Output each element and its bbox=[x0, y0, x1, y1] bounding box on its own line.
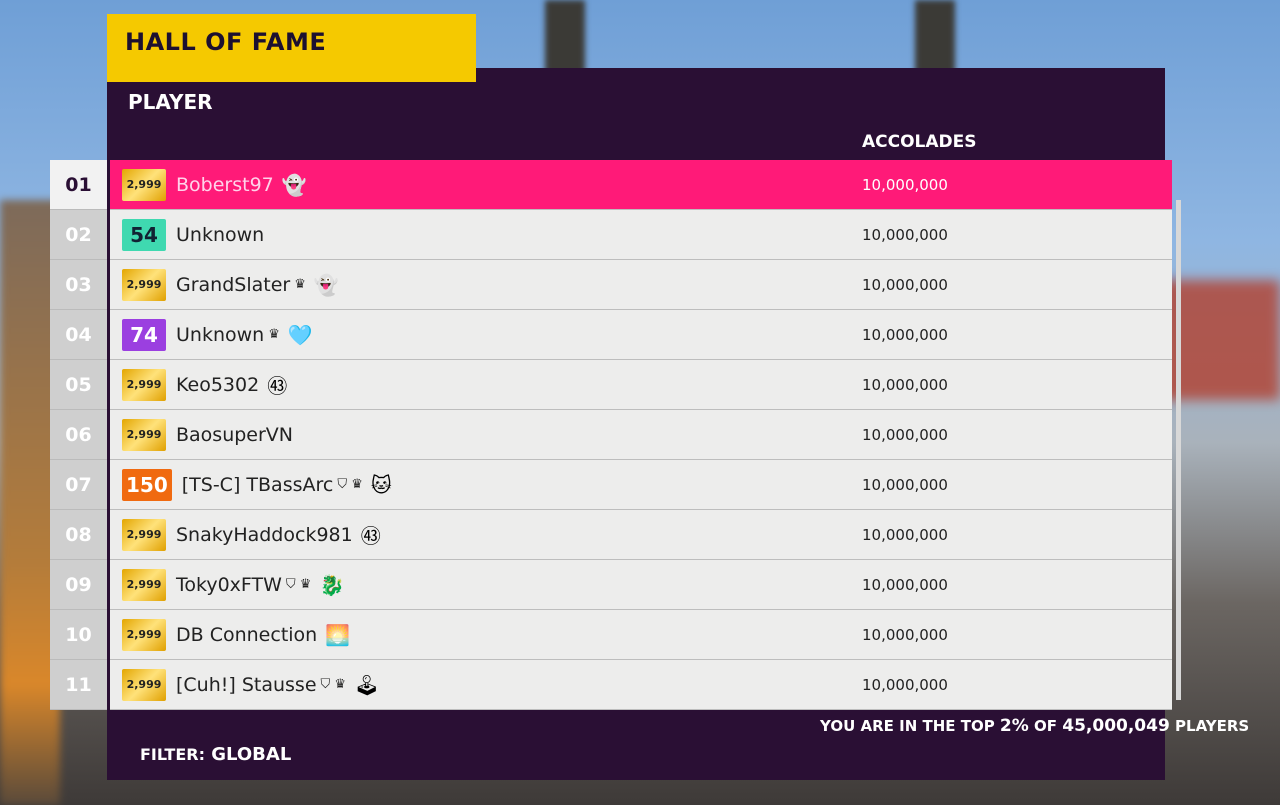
player-name: BaosuperVN bbox=[176, 423, 294, 446]
forza-43-icon: ㊸ bbox=[360, 524, 381, 548]
accolades-score: 10,000,000 bbox=[862, 175, 948, 194]
rank-column: 01 02 03 04 05 06 07 08 09 10 11 bbox=[50, 160, 107, 710]
accolades-score: 10,000,000 bbox=[862, 375, 948, 394]
joystick-icon: 🕹 bbox=[354, 672, 380, 697]
club-crown-icon: ♛ bbox=[294, 277, 306, 292]
player-name: SnakyHaddock981 bbox=[176, 523, 353, 546]
table-row[interactable]: 150 [TS-C] TBassArc ⛉ ♛ 🐱 10,000,000 bbox=[110, 460, 1172, 510]
accolades-score: 10,000,000 bbox=[862, 425, 948, 444]
table-row[interactable]: 2,999 Toky0xFTW ⛉ ♛ 🐉 10,000,000 bbox=[110, 560, 1172, 610]
ghost-icon: 👻 bbox=[281, 172, 307, 197]
table-row[interactable]: 2,999 DB Connection 🌅 10,000,000 bbox=[110, 610, 1172, 660]
level-badge: 74 bbox=[122, 318, 166, 351]
player-name: [Cuh!] Stausse bbox=[176, 673, 317, 696]
level-badge: 2,999 bbox=[122, 618, 166, 651]
leaderboard-list: 2,999 Boberst97 👻 10,000,000 54 Unknown 1… bbox=[110, 160, 1172, 710]
rank-number: 03 bbox=[50, 260, 107, 310]
club-crown-icon: ⛉ ♛ bbox=[285, 577, 312, 592]
sunset-icon: 🌅 bbox=[325, 622, 351, 647]
accolades-score: 10,000,000 bbox=[862, 525, 948, 544]
player-name: Unknown bbox=[176, 223, 265, 246]
rank-number: 10 bbox=[50, 610, 107, 660]
level-badge: 2,999 bbox=[122, 418, 166, 451]
level-badge: 2,999 bbox=[122, 268, 166, 301]
accolades-score: 10,000,000 bbox=[862, 275, 948, 294]
accolades-score: 10,000,000 bbox=[862, 475, 948, 494]
accolades-score: 10,000,000 bbox=[862, 225, 948, 244]
table-row[interactable]: 2,999 Keo5302 ㊸ 10,000,000 bbox=[110, 360, 1172, 410]
level-badge: 54 bbox=[122, 218, 166, 251]
table-row[interactable]: 74 Unknown ♛ 🩵 10,000,000 bbox=[110, 310, 1172, 360]
rank-number: 09 bbox=[50, 560, 107, 610]
filter-value: GLOBAL bbox=[211, 744, 292, 765]
level-badge: 2,999 bbox=[122, 518, 166, 551]
table-row[interactable]: 2,999 GrandSlater ♛ 👻 10,000,000 bbox=[110, 260, 1172, 310]
rank-number: 02 bbox=[50, 210, 107, 260]
cat-icon: 🐱 bbox=[370, 472, 392, 497]
column-header-player: PLAYER bbox=[128, 90, 213, 114]
level-badge: 150 bbox=[122, 468, 172, 501]
accolades-score: 10,000,000 bbox=[862, 625, 948, 644]
table-row[interactable]: 54 Unknown 10,000,000 bbox=[110, 210, 1172, 260]
summary-prefix: YOU ARE IN THE TOP bbox=[820, 717, 1000, 735]
rank-number: 05 bbox=[50, 360, 107, 410]
table-row[interactable]: 2,999 BaosuperVN 10,000,000 bbox=[110, 410, 1172, 460]
rank-number: 01 bbox=[50, 160, 107, 210]
rank-number: 11 bbox=[50, 660, 107, 710]
accolades-score: 10,000,000 bbox=[862, 325, 948, 344]
filter-label: FILTER: bbox=[140, 745, 205, 764]
player-name: GrandSlater bbox=[176, 273, 291, 296]
column-header-accolades: ACCOLADES bbox=[862, 132, 977, 152]
club-crown-icon: ⛉ ♛ bbox=[337, 477, 363, 492]
player-name: Keo5302 bbox=[176, 373, 260, 396]
heart-icon: 🩵 bbox=[287, 322, 313, 347]
player-name: [TS-C] TBassArc bbox=[181, 473, 334, 496]
top-percent: 2% bbox=[999, 716, 1029, 736]
forza-43-icon: ㊸ bbox=[267, 374, 288, 398]
page-title: HALL OF FAME bbox=[107, 14, 476, 82]
rank-number: 04 bbox=[50, 310, 107, 360]
accolades-score: 10,000,000 bbox=[862, 575, 948, 594]
rank-number: 08 bbox=[50, 510, 107, 560]
club-crown-icon: ⛉ ♛ bbox=[320, 677, 347, 692]
table-row[interactable]: 2,999 SnakyHaddock981 ㊸ 10,000,000 bbox=[110, 510, 1172, 560]
ghost-icon: 👻 bbox=[313, 272, 339, 297]
table-row[interactable]: 2,999 Boberst97 👻 10,000,000 bbox=[110, 160, 1172, 210]
player-name: Unknown bbox=[176, 323, 265, 346]
player-name: Boberst97 bbox=[176, 173, 274, 196]
level-badge: 2,999 bbox=[122, 168, 166, 201]
ranking-summary: YOU ARE IN THE TOP 2% OF 45,000,049 PLAY… bbox=[820, 716, 1249, 736]
scrollbar[interactable] bbox=[1176, 200, 1181, 700]
rank-number: 07 bbox=[50, 460, 107, 510]
rank-number: 06 bbox=[50, 410, 107, 460]
level-badge: 2,999 bbox=[122, 568, 166, 601]
accolades-score: 10,000,000 bbox=[862, 675, 948, 694]
table-row[interactable]: 2,999 [Cuh!] Stausse ⛉ ♛ 🕹 10,000,000 bbox=[110, 660, 1172, 710]
club-crown-icon: ♛ bbox=[268, 327, 280, 342]
filter-button[interactable]: FILTER: GLOBAL bbox=[140, 744, 291, 765]
total-players: 45,000,049 bbox=[1062, 716, 1170, 736]
player-name: Toky0xFTW bbox=[176, 573, 282, 596]
level-badge: 2,999 bbox=[122, 368, 166, 401]
level-badge: 2,999 bbox=[122, 668, 166, 701]
player-name: DB Connection bbox=[176, 623, 318, 646]
summary-suffix: PLAYERS bbox=[1169, 717, 1250, 735]
summary-mid: OF bbox=[1028, 717, 1063, 735]
dragon-icon: 🐉 bbox=[319, 572, 345, 597]
